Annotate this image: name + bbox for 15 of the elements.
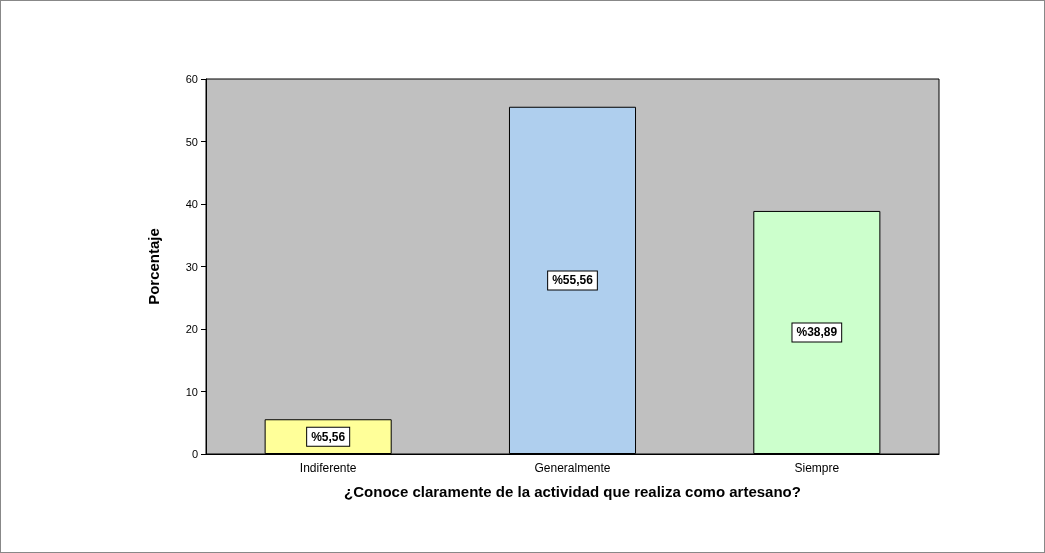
x-tick-label: Indiferente [299, 461, 357, 475]
y-tick-label: 20 [185, 323, 198, 335]
y-tick-label: 50 [185, 135, 198, 148]
data-label: %55,56 [552, 273, 594, 288]
y-tick-label: 60 [185, 73, 198, 85]
x-tick-label: Generalmente [534, 461, 611, 475]
x-tick-label: Siempre [794, 461, 840, 475]
y-tick-label: 10 [185, 385, 198, 398]
y-tick-label: 30 [185, 260, 198, 273]
data-label: %5,56 [311, 429, 346, 444]
y-tick-label: 0 [191, 448, 198, 460]
data-label: %38,89 [796, 325, 838, 340]
y-axis-title: Porcentaje [145, 228, 162, 305]
x-axis-title: ¿Conoce claramente de la actividad que realiza como artesano? [344, 483, 801, 500]
y-tick-label: 40 [185, 198, 198, 210]
